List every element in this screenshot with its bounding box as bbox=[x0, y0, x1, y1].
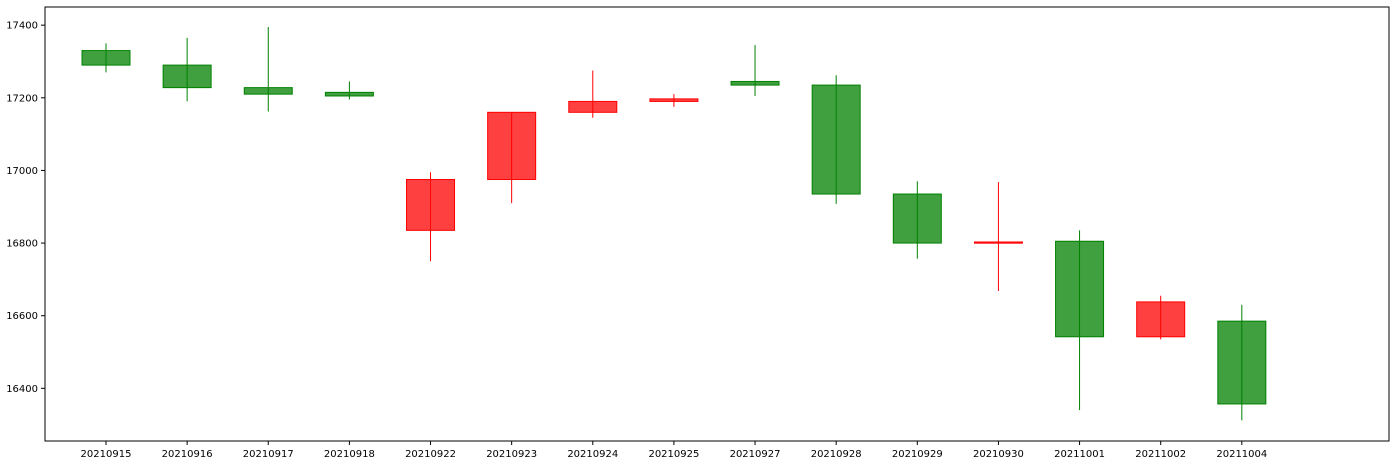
x-tick-label: 20210930 bbox=[973, 449, 1024, 460]
x-tick-label: 20210923 bbox=[486, 449, 537, 460]
x-tick-label: 20211004 bbox=[1216, 449, 1267, 460]
x-tick-label: 20210929 bbox=[892, 449, 943, 460]
axes-frame bbox=[44, 6, 1390, 442]
x-tick-label: 20210917 bbox=[243, 449, 294, 460]
x-tick-label: 20210925 bbox=[648, 449, 699, 460]
y-tick-label: 17200 bbox=[6, 93, 38, 104]
x-tick-label: 20211001 bbox=[1054, 449, 1105, 460]
x-tick-label: 20210918 bbox=[324, 449, 375, 460]
x-tick-label: 20211002 bbox=[1135, 449, 1186, 460]
x-tick-label: 20210916 bbox=[162, 449, 213, 460]
x-tick-label: 20210928 bbox=[811, 449, 862, 460]
y-tick-label: 17400 bbox=[6, 21, 38, 32]
x-tick-label: 20210915 bbox=[81, 449, 132, 460]
y-tick-label: 16400 bbox=[6, 384, 38, 395]
x-tick-label: 20210924 bbox=[567, 449, 618, 460]
y-tick-label: 16600 bbox=[6, 311, 38, 322]
plot-area: 16400 16600 16800 17000 17200 17400 20210915 20… bbox=[6, 6, 1390, 460]
y-tick-label: 17000 bbox=[6, 166, 38, 177]
x-tick-label: 20210922 bbox=[405, 449, 456, 460]
x-tick-label: 20210927 bbox=[730, 449, 781, 460]
y-tick-label: 16800 bbox=[6, 239, 38, 250]
